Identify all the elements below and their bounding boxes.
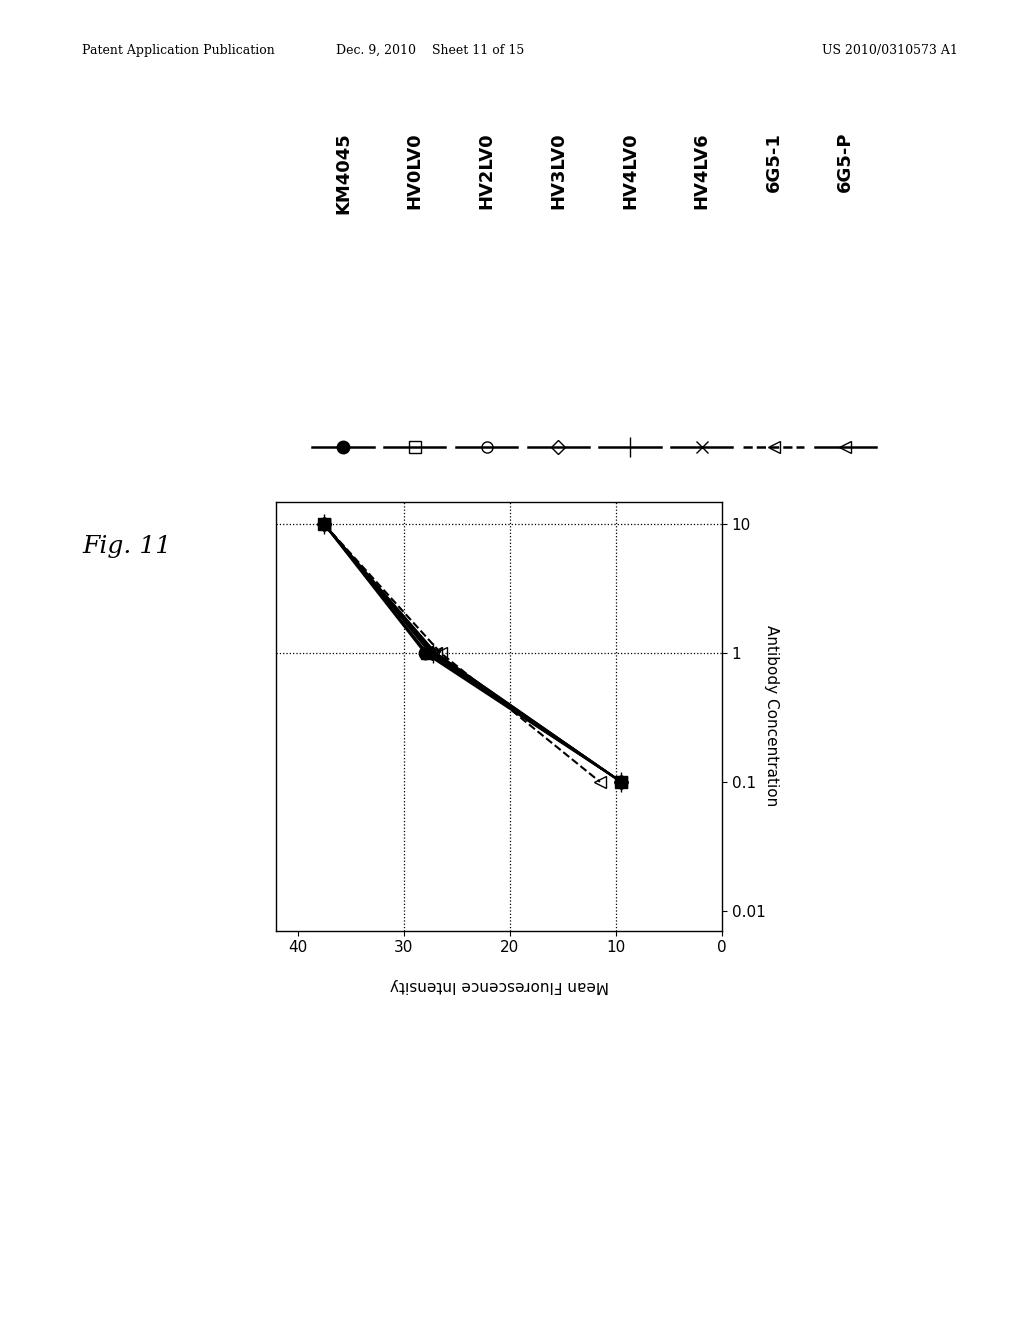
Text: Dec. 9, 2010    Sheet 11 of 15: Dec. 9, 2010 Sheet 11 of 15: [336, 44, 524, 57]
Text: KM4045: KM4045: [334, 132, 352, 214]
Text: HV3LV0: HV3LV0: [549, 132, 567, 209]
Text: HV2LV0: HV2LV0: [477, 132, 496, 209]
Y-axis label: Antibody Concentration: Antibody Concentration: [764, 626, 779, 807]
Text: HV4LV6: HV4LV6: [693, 132, 711, 209]
Text: HV0LV0: HV0LV0: [406, 132, 424, 209]
X-axis label: Mean Fluorescence Intensity: Mean Fluorescence Intensity: [390, 978, 608, 993]
Text: 6G5-P: 6G5-P: [837, 132, 854, 193]
Text: Patent Application Publication: Patent Application Publication: [82, 44, 274, 57]
Text: Fig. 11: Fig. 11: [82, 535, 171, 557]
Text: US 2010/0310573 A1: US 2010/0310573 A1: [821, 44, 957, 57]
Text: HV4LV0: HV4LV0: [621, 132, 639, 209]
Text: 6G5-1: 6G5-1: [765, 132, 782, 191]
